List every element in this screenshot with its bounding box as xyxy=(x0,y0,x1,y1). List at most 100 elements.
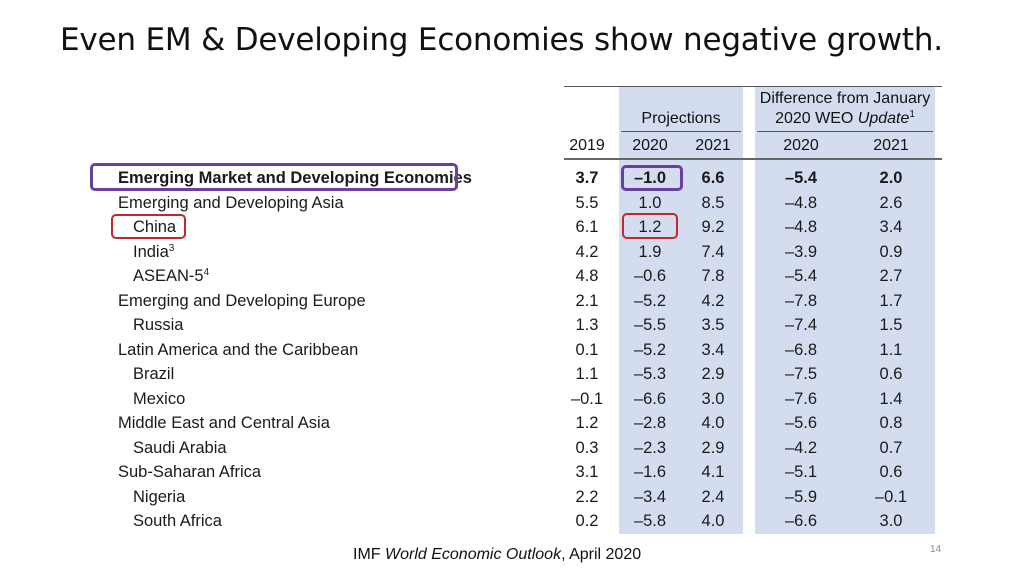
cell-2021: 3.0 xyxy=(701,389,725,408)
row-label: China xyxy=(133,218,177,236)
cell-2020: –0.6 xyxy=(633,267,667,285)
cell-2021: 6.6 xyxy=(701,169,725,187)
cell-2020: –2.8 xyxy=(633,414,667,432)
table-row: ASEAN-54 4.8 –0.6 7.8 –5.4 2.7 xyxy=(0,264,1024,289)
cell-diff-2020: –5.4 xyxy=(784,169,818,187)
row-label: Emerging and Developing Asia xyxy=(118,193,344,212)
table-row: Brazil 1.1 –5.3 2.9 –7.5 0.6 xyxy=(0,362,1024,387)
china-label-highlight-box xyxy=(111,214,186,239)
cell-2020: –6.6 xyxy=(633,389,667,408)
table-row: Nigeria 2.2 –3.4 2.4 –5.9 –0.1 xyxy=(0,485,1024,510)
row-label: Saudi Arabia xyxy=(133,438,227,457)
cell-2021: 7.8 xyxy=(701,267,725,285)
table-top-rule xyxy=(564,86,942,87)
row-label: ASEAN-54 xyxy=(133,267,210,285)
cell-diff-2020: –5.4 xyxy=(784,267,818,285)
cell-diff-2021: 3.4 xyxy=(879,218,903,236)
cell-2019: 4.8 xyxy=(575,267,599,285)
cell-2020: –5.3 xyxy=(633,365,667,383)
table-row: Russia 1.3 –5.5 3.5 –7.4 1.5 xyxy=(0,313,1024,338)
cell-2021: 4.0 xyxy=(701,512,725,530)
cell-diff-2021: 2.7 xyxy=(879,267,903,285)
table-row: Emerging and Developing Asia 5.5 1.0 8.5… xyxy=(0,191,1024,216)
cell-diff-2020: –6.8 xyxy=(784,340,818,359)
cell-2020: 1.0 xyxy=(638,193,662,212)
cell-2020: –5.2 xyxy=(633,291,667,310)
cell-2021: 2.4 xyxy=(701,487,725,506)
cell-2020: –3.4 xyxy=(633,487,667,506)
cell-2020: –5.2 xyxy=(633,340,667,359)
table-row: Sub-Saharan Africa 3.1 –1.6 4.1 –5.1 0.6 xyxy=(0,460,1024,485)
cell-2019: 5.5 xyxy=(575,193,599,212)
em-row-highlight-box xyxy=(90,163,458,191)
table-row: Emerging Market and Developing Economies… xyxy=(0,166,1024,191)
cell-2020: –2.3 xyxy=(633,438,667,457)
cell-diff-2021: 3.0 xyxy=(879,512,903,530)
cell-2021: 2.9 xyxy=(701,438,725,457)
row-label: Russia xyxy=(133,316,184,334)
table-row: Mexico –0.1 –6.6 3.0 –7.6 1.4 xyxy=(0,387,1024,412)
cell-2019: 2.2 xyxy=(575,487,599,506)
difference-header-line2: 2020 WEO Update1 xyxy=(775,109,915,128)
cell-2019: 2.1 xyxy=(575,291,599,310)
cell-2021: 3.5 xyxy=(701,316,725,334)
slide-title: Even EM & Developing Economies show nega… xyxy=(60,22,943,58)
difference-header-line1: Difference from January xyxy=(759,90,931,107)
table-row: China 6.1 1.2 9.2 –4.8 3.4 xyxy=(0,215,1024,240)
projections-shade xyxy=(619,86,743,534)
cell-2019: 1.3 xyxy=(575,316,599,334)
cell-diff-2021: 2.0 xyxy=(879,169,903,187)
projections-rule xyxy=(621,131,741,132)
projections-header: Projections xyxy=(641,110,721,127)
cell-2021: 4.2 xyxy=(701,291,725,310)
source-citation: IMF World Economic Outlook, April 2020 xyxy=(353,546,642,563)
cell-2019: 0.3 xyxy=(575,438,599,457)
cell-diff-2020: –7.5 xyxy=(784,365,818,383)
cell-diff-2021: 0.7 xyxy=(879,438,903,457)
cell-diff-2021: –0.1 xyxy=(874,487,908,506)
col-2020-header: 2020 xyxy=(632,137,668,154)
table-row: Latin America and the Caribbean 0.1 –5.2… xyxy=(0,338,1024,363)
china-2020-highlight-box xyxy=(622,213,678,239)
cell-2019: 6.1 xyxy=(575,218,599,236)
difference-shade xyxy=(755,86,935,534)
cell-diff-2020: –7.6 xyxy=(784,389,818,408)
cell-2021: 3.4 xyxy=(701,340,725,359)
table-row: Saudi Arabia 0.3 –2.3 2.9 –4.2 0.7 xyxy=(0,436,1024,461)
cell-diff-2021: 1.1 xyxy=(879,340,903,359)
cell-2019: –0.1 xyxy=(570,389,604,408)
col-2019-header: 2019 xyxy=(569,137,605,154)
row-label: Nigeria xyxy=(133,487,186,506)
cell-diff-2020: –4.2 xyxy=(784,438,818,457)
cell-2020: 1.2 xyxy=(638,218,662,236)
cell-diff-2020: –5.9 xyxy=(784,487,818,506)
row-label: Emerging Market and Developing Economies xyxy=(118,169,472,187)
cell-2021: 9.2 xyxy=(701,218,725,236)
cell-2019: 0.2 xyxy=(575,512,599,530)
row-label: Emerging and Developing Europe xyxy=(118,291,366,310)
row-label: Sub-Saharan Africa xyxy=(118,463,262,481)
cell-diff-2021: 1.7 xyxy=(879,291,903,310)
cell-diff-2020: –5.6 xyxy=(784,414,818,432)
cell-2021: 4.1 xyxy=(701,463,725,481)
cell-diff-2020: –7.4 xyxy=(784,316,818,334)
cell-diff-2021: 1.5 xyxy=(879,316,903,334)
row-label: South Africa xyxy=(133,512,222,530)
cell-2019: 4.2 xyxy=(575,242,599,261)
row-label: India3 xyxy=(133,242,175,261)
header-bottom-rule xyxy=(564,158,942,160)
row-label: Mexico xyxy=(133,389,186,408)
cell-diff-2021: 0.6 xyxy=(879,463,903,481)
cell-2020: 1.9 xyxy=(638,242,662,261)
table-row: Middle East and Central Asia 1.2 –2.8 4.… xyxy=(0,411,1024,436)
cell-2019: 1.1 xyxy=(575,365,599,383)
cell-diff-2020: –3.9 xyxy=(784,242,818,261)
diff-2020-header: 2020 xyxy=(783,137,819,154)
cell-diff-2020: –4.8 xyxy=(784,218,818,236)
row-label: Brazil xyxy=(133,365,175,383)
cell-2020: –1.6 xyxy=(633,463,667,481)
table-row: Emerging and Developing Europe 2.1 –5.2 … xyxy=(0,289,1024,314)
table-row: South Africa 0.2 –5.8 4.0 –6.6 3.0 xyxy=(0,509,1024,534)
cell-2019: 0.1 xyxy=(575,340,599,359)
cell-diff-2021: 0.6 xyxy=(879,365,903,383)
